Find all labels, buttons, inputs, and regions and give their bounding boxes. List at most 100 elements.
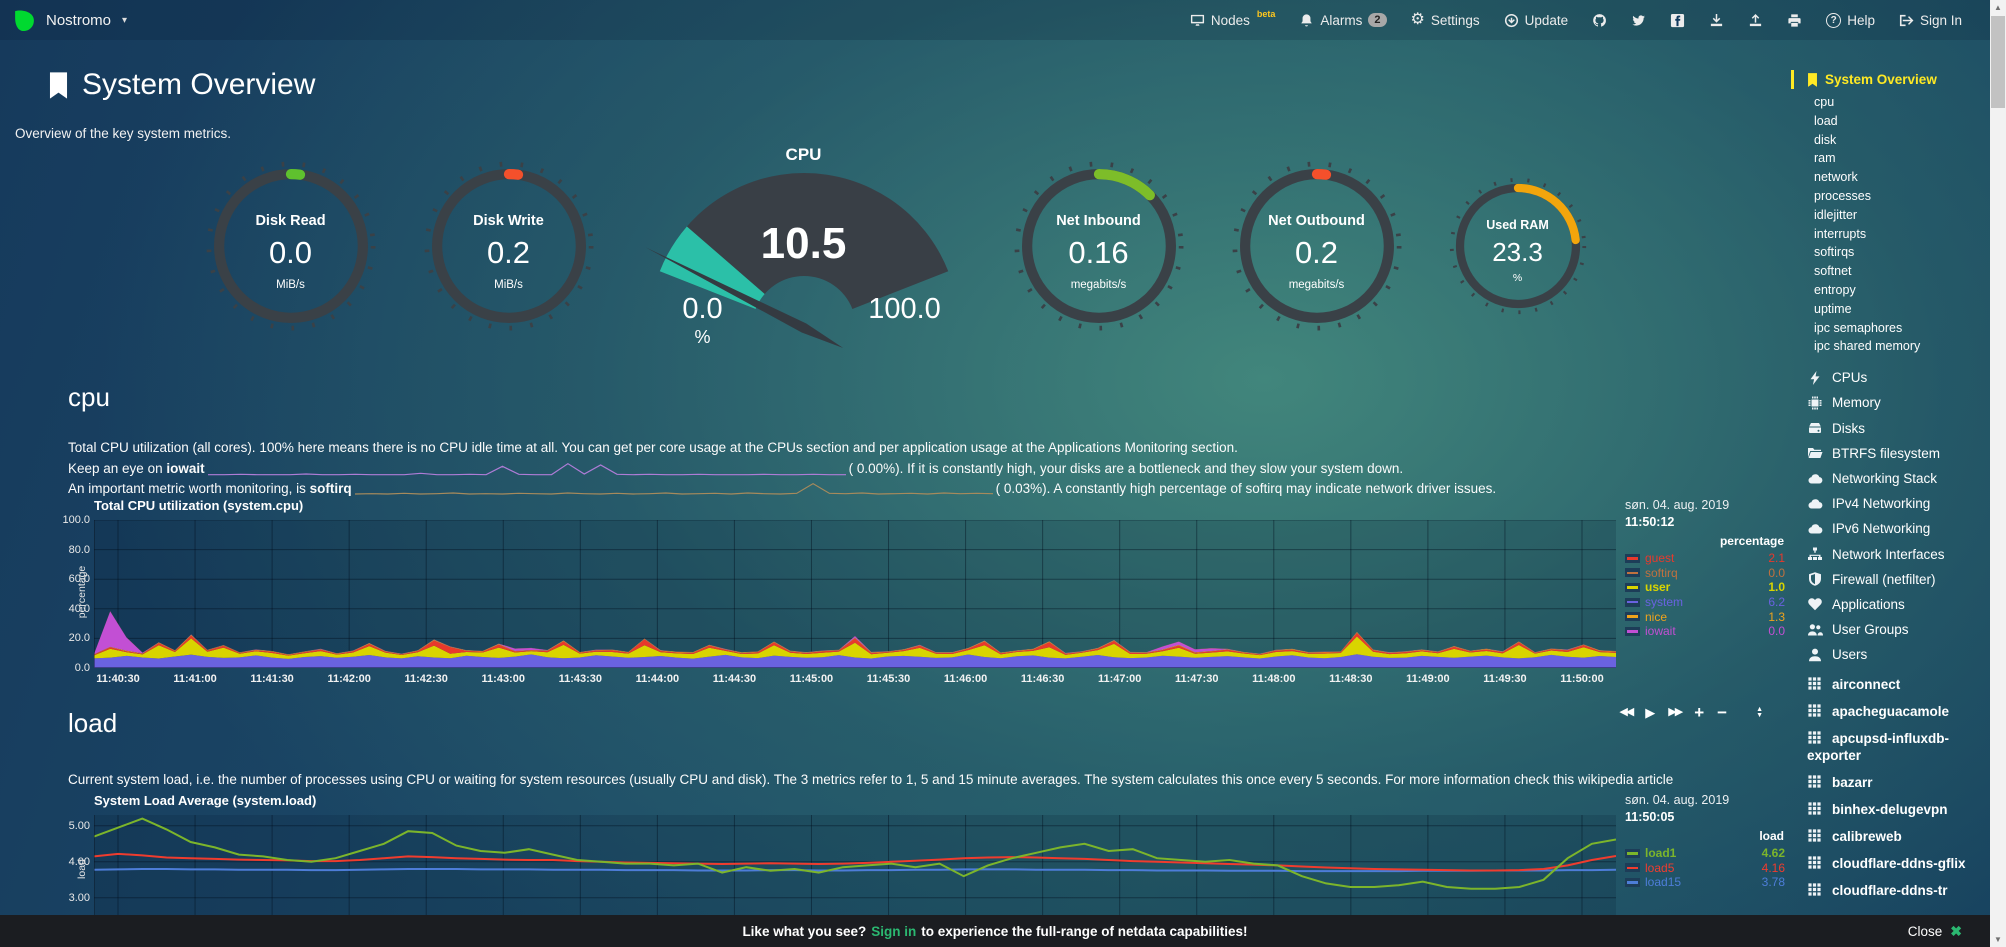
legend-swatch bbox=[1625, 612, 1640, 622]
x-tick-label: 11:45:00 bbox=[789, 673, 834, 685]
sidebar-item-system-overview[interactable]: System Overview bbox=[1791, 70, 1990, 89]
rewind-button[interactable]: ◀◀ bbox=[1619, 706, 1634, 718]
sidebar-subitem-softirqs[interactable]: softirqs bbox=[1814, 245, 1855, 260]
cpu-chart-legend: søn. 04. aug. 2019 11:50:12 percentage g… bbox=[1625, 498, 1785, 639]
sidebar-item-disks[interactable]: Disks bbox=[1791, 416, 1990, 441]
sidebar-subitem-idlejitter[interactable]: idlejitter bbox=[1814, 207, 1858, 222]
sidebar-item-label: IPv4 Networking bbox=[1832, 496, 1931, 512]
load-plot-area[interactable] bbox=[94, 815, 1616, 915]
grid-icon bbox=[1808, 731, 1821, 744]
gauge-disk-read[interactable]: Disk Read 0.0 MiB/s bbox=[203, 158, 379, 334]
legend-row-user[interactable]: user 1.0 bbox=[1625, 580, 1785, 595]
sidebar-container-cloudflare-ddns-gflix[interactable]: cloudflare-ddns-gflix bbox=[1791, 850, 1990, 877]
legend-row-load1[interactable]: load1 4.62 bbox=[1625, 846, 1785, 861]
sidebar-subitem-disk[interactable]: disk bbox=[1814, 132, 1837, 147]
twitter-button[interactable] bbox=[1631, 13, 1646, 28]
scrollbar-thumb[interactable] bbox=[1991, 16, 2005, 108]
sidebar-subitem-load[interactable]: load bbox=[1814, 113, 1838, 128]
sidebar-item-network-interfaces[interactable]: Network Interfaces bbox=[1791, 541, 1990, 566]
legend-row-system[interactable]: system 6.2 bbox=[1625, 595, 1785, 610]
legend-row-nice[interactable]: nice 1.3 bbox=[1625, 609, 1785, 624]
sidebar-subitem-entropy[interactable]: entropy bbox=[1814, 282, 1856, 297]
legend-time: 11:50:12 bbox=[1625, 515, 1675, 529]
alarms-button[interactable]: Alarms 2 bbox=[1299, 13, 1387, 28]
y-tick-label: 60.0 bbox=[68, 573, 90, 586]
legend-series-value: 2.1 bbox=[1768, 551, 1785, 566]
print-button[interactable] bbox=[1787, 13, 1802, 28]
gauge-disk-write[interactable]: Disk Write 0.2 MiB/s bbox=[421, 158, 597, 334]
sidebar-item-label: Disks bbox=[1832, 420, 1865, 436]
sidebar-container-bazarr[interactable]: bazarr bbox=[1791, 769, 1990, 796]
settings-button[interactable]: ⚙ Settings bbox=[1411, 12, 1480, 28]
page-head: System Overview bbox=[48, 68, 315, 102]
legend-series-name: nice bbox=[1645, 609, 1668, 624]
fast-forward-button[interactable]: ▶▶ bbox=[1668, 706, 1683, 718]
legend-series-name: system bbox=[1645, 595, 1684, 610]
cpu-plot-area[interactable] bbox=[94, 520, 1616, 668]
scroll-up-button[interactable]: ▲ bbox=[1994, 3, 2002, 12]
sidebar-subitem-ipc-semaphores[interactable]: ipc semaphores bbox=[1814, 320, 1903, 335]
sidebar-container-airconnect[interactable]: airconnect bbox=[1791, 671, 1990, 698]
sidebar-subitem-softnet[interactable]: softnet bbox=[1814, 264, 1852, 279]
section-heading-cpu: cpu bbox=[68, 382, 110, 412]
legend-row-load15[interactable]: load15 3.78 bbox=[1625, 875, 1785, 890]
netdata-logo-icon bbox=[15, 10, 34, 31]
sidebar-item-networking-stack[interactable]: Networking Stack bbox=[1791, 466, 1990, 491]
cpu-desc-line1: Total CPU utilization (all cores). 100% … bbox=[68, 440, 1238, 455]
close-label: Close bbox=[1907, 923, 1943, 939]
sidebar-subitem-processes[interactable]: processes bbox=[1814, 188, 1871, 203]
update-icon bbox=[1504, 13, 1518, 27]
sidebar-container-apacheguacamole[interactable]: apacheguacamole bbox=[1791, 698, 1990, 725]
upload-button[interactable] bbox=[1748, 13, 1763, 28]
sidebar-item-applications[interactable]: Applications bbox=[1791, 592, 1990, 617]
sidebar-subitem-ipc-shared-memory[interactable]: ipc shared memory bbox=[1814, 339, 1921, 354]
sidebar-item-memory[interactable]: Memory bbox=[1791, 390, 1990, 415]
sidebar-container-apcupsd-influxdb-exporter[interactable]: apcupsd-influxdb-exporter bbox=[1791, 725, 1990, 769]
sidebar-container-cloudflare-ddns-tr[interactable]: cloudflare-ddns-tr bbox=[1791, 877, 1990, 904]
banner-close[interactable]: Close ✖ bbox=[1908, 923, 1962, 940]
download-button[interactable] bbox=[1709, 13, 1724, 28]
sidebar-item-firewall-netfilter-[interactable]: Firewall (netfilter) bbox=[1791, 567, 1990, 592]
update-button[interactable]: Update bbox=[1504, 13, 1568, 28]
legend-date: søn. 04. aug. 2019 bbox=[1625, 498, 1730, 512]
wikipedia-link[interactable]: wikipedia article bbox=[1577, 772, 1674, 787]
facebook-button[interactable] bbox=[1670, 13, 1685, 28]
gauge-net-outbound[interactable]: Net Outbound 0.2 megabits/s bbox=[1229, 158, 1405, 334]
sidebar-subitem-interrupts[interactable]: interrupts bbox=[1814, 226, 1867, 241]
signin-button[interactable]: Sign In bbox=[1899, 13, 1962, 28]
y-tick-label: 80.0 bbox=[68, 543, 90, 556]
netdata-brand[interactable]: Nostromo ▾ bbox=[12, 6, 127, 35]
sidebar-item-ipv6-networking[interactable]: IPv6 Networking bbox=[1791, 516, 1990, 541]
help-button[interactable]: ? Help bbox=[1826, 12, 1875, 28]
legend-row-load5[interactable]: load5 4.16 bbox=[1625, 861, 1785, 876]
sidebar-subitem-network[interactable]: network bbox=[1814, 170, 1858, 185]
sidebar-item-user-groups[interactable]: User Groups bbox=[1791, 617, 1990, 642]
sidebar-item-ipv4-networking[interactable]: IPv4 Networking bbox=[1791, 491, 1990, 516]
nodes-button[interactable]: Nodes beta bbox=[1190, 9, 1275, 28]
banner-signin-link[interactable]: Sign in bbox=[871, 923, 917, 939]
play-button[interactable]: ▶ bbox=[1645, 705, 1656, 720]
legend-row-softirq[interactable]: softirq 0.0 bbox=[1625, 566, 1785, 581]
chevron-down-icon[interactable]: ▾ bbox=[122, 14, 128, 26]
sidebar-item-users[interactable]: Users bbox=[1791, 642, 1990, 667]
sidebar-subitem-cpu[interactable]: cpu bbox=[1814, 95, 1835, 109]
sidebar-container-binhex-delugevpn[interactable]: binhex-delugevpn bbox=[1791, 796, 1990, 823]
gauge-value: 0.0 bbox=[268, 235, 313, 271]
github-button[interactable] bbox=[1592, 13, 1607, 28]
legend-swatch bbox=[1625, 553, 1640, 563]
gauge-used-ram[interactable]: Used RAM 23.3 % bbox=[1447, 175, 1589, 317]
page-scrollbar[interactable]: ▲ ▼ bbox=[1990, 0, 2006, 947]
sidebar-container-calibreweb[interactable]: calibreweb bbox=[1791, 823, 1990, 850]
sidebar-item-btrfs-filesystem[interactable]: BTRFS filesystem bbox=[1791, 441, 1990, 466]
zoom-in-button[interactable]: + bbox=[1694, 703, 1705, 722]
sidebar-subitem-uptime[interactable]: uptime bbox=[1814, 301, 1852, 316]
sidebar-item-cpus[interactable]: CPUs bbox=[1791, 365, 1990, 390]
legend-row-iowait[interactable]: iowait 0.0 bbox=[1625, 624, 1785, 639]
gauge-cpu[interactable]: CPU 10.5 0.0 100.0 % bbox=[639, 141, 969, 351]
zoom-out-button[interactable]: − bbox=[1717, 703, 1728, 722]
legend-row-guest[interactable]: guest 2.1 bbox=[1625, 551, 1785, 566]
scroll-down-button[interactable]: ▼ bbox=[1994, 935, 2002, 944]
sidebar-subitem-ram[interactable]: ram bbox=[1814, 151, 1836, 166]
gauge-net-inbound[interactable]: Net Inbound 0.16 megabits/s bbox=[1011, 158, 1187, 334]
resize-handle[interactable]: ▲ ▼ bbox=[1756, 705, 1763, 719]
